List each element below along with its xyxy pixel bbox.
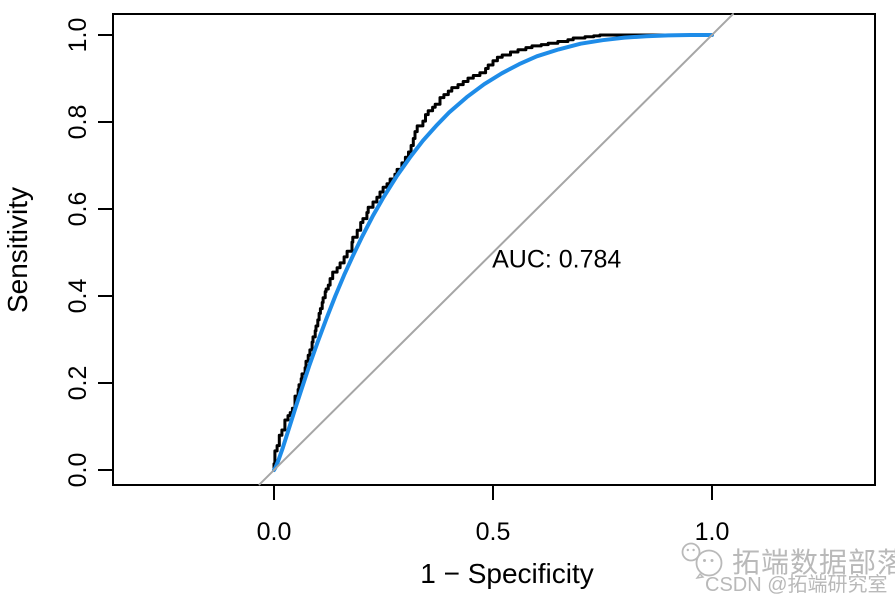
y-tick-label: 0.8 xyxy=(64,105,92,140)
chance-diagonal-line xyxy=(258,13,734,486)
y-tick-label: 0.4 xyxy=(64,279,92,314)
watermark: 拓端数据部落 CSDN @拓端研究室 xyxy=(681,542,895,596)
y-tick-label: 1.0 xyxy=(64,18,92,53)
y-ticks: 0.0 0.2 0.4 0.6 0.8 1.0 xyxy=(64,18,113,488)
x-ticks: 0.0 0.5 1.0 xyxy=(257,485,730,546)
auc-annotation: AUC: 0.784 xyxy=(492,246,621,274)
x-tick-label: 0.5 xyxy=(476,518,511,546)
chat-bubbles-icon xyxy=(681,542,723,579)
watermark-csdn: CSDN @拓端研究室 xyxy=(705,573,888,596)
y-tick-label: 0.2 xyxy=(64,366,92,401)
x-tick-label: 1.0 xyxy=(695,518,730,546)
x-tick-label: 0.0 xyxy=(257,518,292,546)
y-tick-label: 0.6 xyxy=(64,192,92,227)
empirical-roc-curve xyxy=(272,33,714,472)
watermark-brand: 拓端数据部落 xyxy=(732,547,895,578)
series-group xyxy=(258,13,734,486)
y-axis-label: Sensitivity xyxy=(2,187,33,313)
y-tick-label: 0.0 xyxy=(64,453,92,488)
smoothed-roc-curve xyxy=(272,33,714,472)
x-axis-label: 1 − Specificity xyxy=(420,558,594,589)
